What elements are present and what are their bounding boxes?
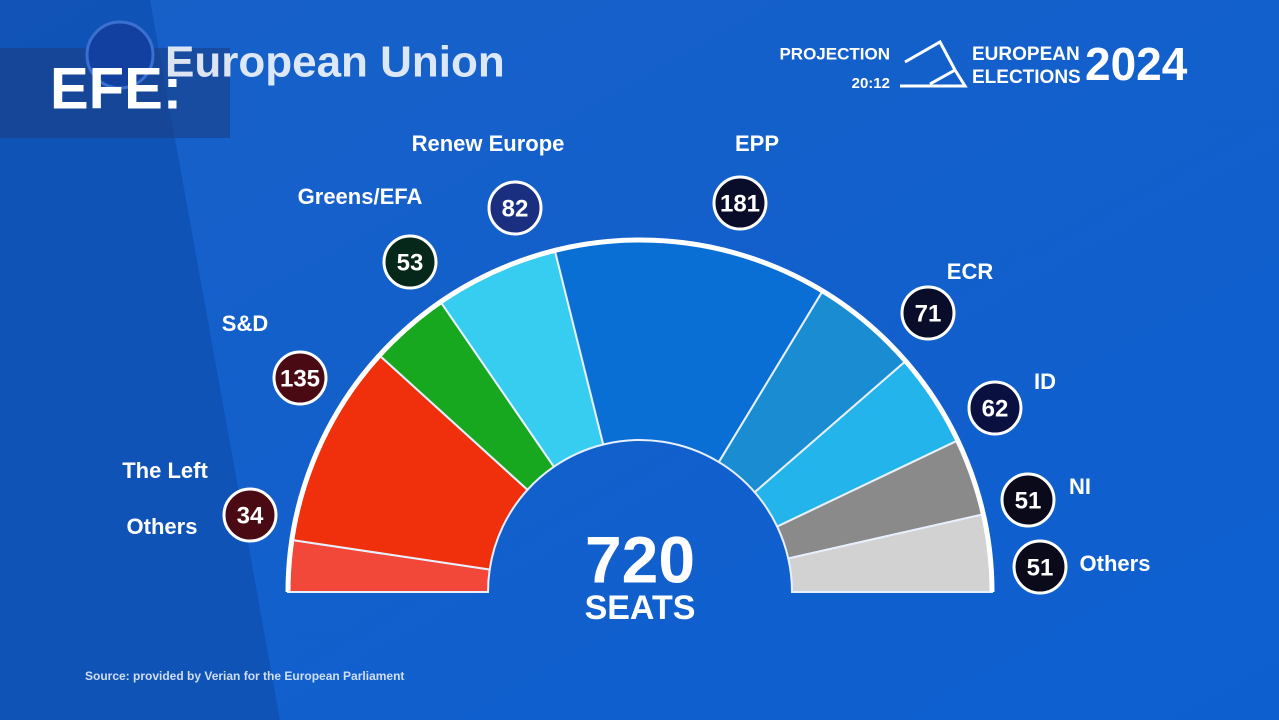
party-name: ID: [1034, 369, 1056, 394]
outer-rim: [285, 237, 995, 593]
total-label: SEATS: [585, 589, 696, 627]
value-bubble: [900, 285, 956, 341]
election-line1: EUROPEAN: [972, 44, 1080, 65]
logo: EFE:: [50, 56, 182, 121]
eu-flag-icon: [85, 20, 155, 90]
value-bubble: [272, 350, 328, 406]
value-label: 51: [1027, 554, 1054, 581]
party-name: ECR: [947, 259, 994, 284]
value-bubble: [1012, 539, 1068, 595]
party-name: Renew Europe: [412, 131, 565, 156]
projection: PROJECTION: [779, 44, 890, 63]
party-name: Others: [1080, 551, 1151, 576]
value-label: 62: [982, 395, 1009, 422]
party-name: The Left: [122, 458, 208, 483]
ballot-icon: [900, 39, 968, 88]
value-label: 135: [280, 365, 320, 392]
value-bubble: [1000, 472, 1056, 528]
value-bubble: [487, 180, 543, 236]
value-label: 34: [237, 502, 264, 529]
value-label: 82: [502, 195, 529, 222]
party-name: S&D: [222, 311, 268, 336]
background-panel: [0, 0, 280, 720]
value-bubble: [967, 380, 1023, 436]
party-name: Greens/EFA: [298, 184, 423, 209]
value-bubble: [382, 234, 438, 290]
source: Source: provided by Verian for the Europ…: [85, 669, 404, 683]
value-label: 51: [1015, 487, 1042, 514]
value-label: 53: [397, 249, 424, 276]
value-bubble: [712, 175, 768, 231]
title: European Union: [165, 38, 505, 87]
value-label: 181: [720, 190, 760, 217]
total: 720: [585, 522, 695, 596]
party-name: EPP: [735, 131, 779, 156]
annotation: Others: [127, 514, 198, 539]
value-label: 71: [915, 300, 942, 327]
election-line2: ELECTIONS: [972, 67, 1081, 88]
time: 20:12: [852, 75, 890, 92]
value-bubble: [222, 487, 278, 543]
year: 2024: [1085, 38, 1188, 90]
party-name: NI: [1069, 474, 1091, 499]
